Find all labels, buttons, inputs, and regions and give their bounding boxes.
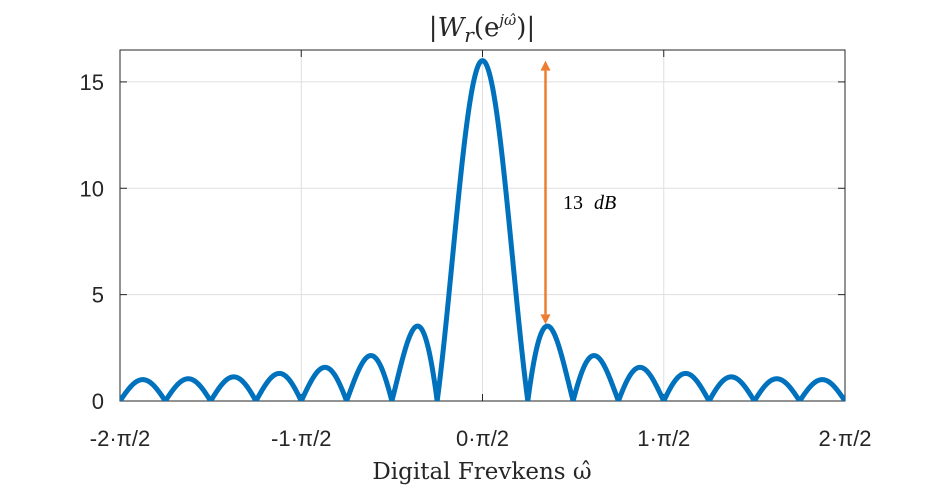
y-tick-label: 5: [92, 283, 104, 308]
y-tick-label: 0: [92, 389, 104, 414]
chart-title: |Wr(ejω̂)|: [429, 11, 535, 47]
annotation-13db: 13 dB: [540, 60, 616, 325]
title-w: W: [438, 13, 467, 43]
annotation-number: 13: [563, 192, 583, 214]
annotation-arrow-head-bottom: [540, 314, 551, 325]
annotation-label: 13 dB: [563, 192, 616, 214]
y-axis-ticks: 0 5 10 15: [80, 70, 845, 414]
y-tick-label: 15: [80, 70, 104, 95]
annotation-arrow-head-top: [540, 60, 551, 71]
y-tick-label: 10: [80, 176, 104, 201]
x-axis-label: Digital Frevkens ω̂: [372, 459, 591, 485]
x-tick-label: -2·π/2: [90, 426, 150, 451]
title-bar-close: |: [526, 13, 535, 43]
x-tick-label: 0·π/2: [456, 426, 509, 451]
x-tick-label: 1·π/2: [637, 426, 690, 451]
title-bar-open: |: [429, 13, 438, 43]
title-superscript: jω̂: [496, 11, 516, 29]
title-subscript: r: [464, 23, 475, 47]
x-axis-ticks: -2·π/2 -1·π/2 0·π/2 1·π/2 2·π/2: [90, 50, 872, 451]
x-tick-label: -1·π/2: [271, 426, 331, 451]
title-paren-open: (e: [474, 13, 500, 43]
x-tick-label: 2·π/2: [818, 426, 871, 451]
series-line-magnitude: [120, 58, 845, 401]
annotation-unit: dB: [594, 192, 616, 214]
title-paren-close: ): [516, 13, 526, 43]
